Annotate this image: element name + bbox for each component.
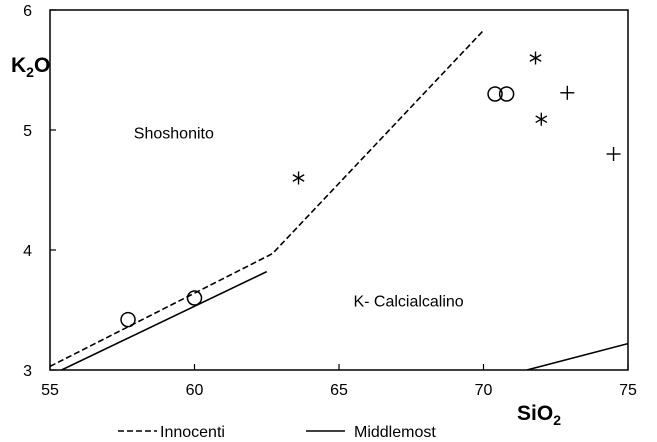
y-tick-label: 4 [23,243,32,260]
data-point-circle [186,290,203,306]
x-tick-label: 65 [330,382,348,399]
region-label: K- Calcialcalino [353,293,463,310]
data-point-asterisk [292,171,305,185]
boundary-middlemost [526,342,628,370]
plot-frame [49,9,629,371]
ticks-layer: 55 60 65 70 75 3 4 5 6 [23,3,637,399]
regions-layer: Shoshonito K- Calcialcalino [134,125,464,310]
y-tick-label: 3 [23,363,32,380]
data-point-circle [498,86,515,102]
data-point-asterisk [535,112,548,126]
x-axis-title: SiO2 [517,402,561,428]
data-point-plus [560,85,575,100]
x-tick-label: 70 [475,382,493,399]
legend-label-innocenti: Innocenti [160,424,225,441]
boundaries-layer [50,29,628,370]
y-tick-label: 5 [23,123,32,140]
x-tick-label: 75 [619,382,637,399]
data-point-circle [487,86,503,102]
data-point-asterisk [529,51,542,65]
x-tick-label: 60 [186,382,204,399]
y-axis-title: K2O [11,54,50,80]
x-tick-label: 55 [41,382,59,399]
y-tick-label: 6 [23,3,32,20]
legend-label-middlemost: Middlemost [354,424,436,441]
data-point-plus [606,147,621,161]
points-layer [120,51,621,328]
legend: Innocenti Middlemost [118,424,436,441]
region-label: Shoshonito [134,125,214,142]
boundary-middlemost [61,270,268,370]
boundary-innocenti [50,29,485,368]
data-point-circle [120,311,136,328]
